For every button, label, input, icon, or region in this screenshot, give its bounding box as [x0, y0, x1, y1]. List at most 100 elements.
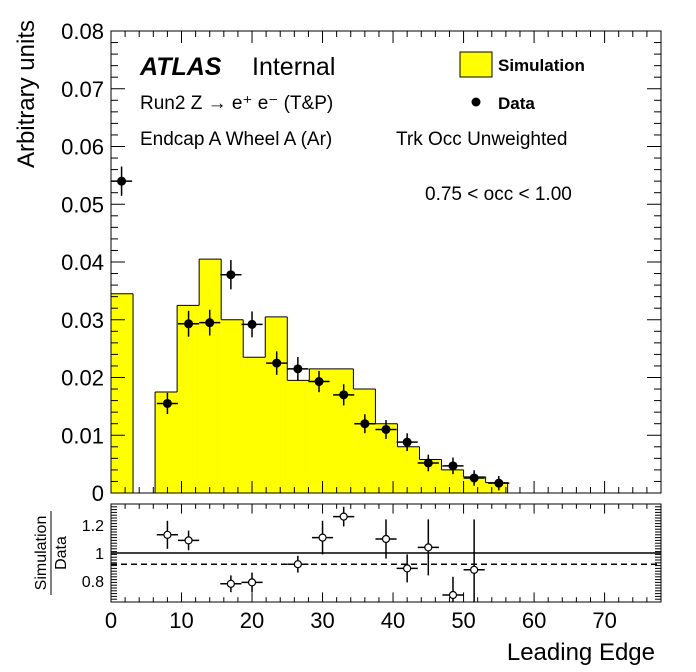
ratio-points: [156, 506, 485, 602]
simulation-bar: [309, 368, 332, 493]
ratio-point-marker: [470, 565, 479, 574]
legend-simulation-label: Simulation: [498, 56, 585, 75]
ratio-point-marker: [293, 560, 302, 569]
simulation-histogram: [110, 258, 509, 493]
atlas-sublabel: Internal: [252, 53, 335, 81]
ratio-point: [287, 555, 309, 573]
data-point: [266, 351, 288, 375]
ratio-point: [442, 576, 464, 602]
main-y-tick-label: 0.05: [61, 192, 104, 217]
simulation-bar: [199, 259, 222, 493]
ratio-point-marker: [163, 530, 172, 539]
ratio-y-axis-label: Simulation Data: [33, 511, 70, 595]
data-point: [241, 311, 263, 338]
x-tick-label: 30: [310, 608, 334, 633]
ratio-y-tick-labels: 0.8 1 1.2: [82, 518, 104, 591]
data-point: [287, 357, 309, 381]
simulation-bar: [375, 423, 398, 493]
data-point-marker: [184, 319, 194, 329]
ratio-point-marker: [318, 533, 327, 542]
data-point-marker: [339, 390, 349, 400]
legend-data-label: Data: [498, 94, 535, 113]
ratio-y-tick-label: 1: [95, 546, 104, 563]
data-point-marker: [494, 478, 504, 488]
simulation-bar: [419, 459, 442, 493]
ratio-y-tick-label: 0.8: [82, 574, 104, 591]
data-point: [463, 470, 485, 486]
data-point-marker: [226, 270, 236, 280]
ratio-point-marker: [448, 590, 458, 600]
main-y-tick-label: 0.06: [61, 135, 104, 160]
simulation-bar: [331, 368, 354, 493]
ratio-point: [333, 506, 355, 527]
data-point: [308, 370, 330, 393]
data-point-marker: [448, 461, 458, 471]
ratio-point: [220, 575, 242, 593]
data-point: [375, 420, 397, 439]
data-point: [488, 476, 510, 491]
main-y-tick-label: 0.07: [61, 77, 104, 102]
data-point-marker: [381, 424, 391, 434]
main-y-tick-labels: 0 0.01 0.02 0.03 0.04 0.05 0.06 0.07 0.08: [61, 19, 104, 506]
ratio-y-label-denominator: Data: [53, 536, 70, 570]
simulation-bar: [397, 446, 420, 493]
data-point: [396, 433, 418, 452]
x-tick-label: 20: [240, 608, 264, 633]
x-tick-label: 0: [105, 608, 117, 633]
main-panel: 0 0.01 0.02 0.03 0.04 0.05 0.06 0.07 0.08 Arbitr…: [13, 19, 662, 506]
ratio-point: [156, 520, 178, 549]
main-y-tick-label: 0.01: [61, 423, 104, 448]
data-point-marker: [314, 377, 324, 387]
x-axis-label: Leading Edge: [507, 639, 655, 666]
simulation-bar: [111, 293, 134, 493]
simulation-bar: [155, 391, 178, 493]
ratio-point-marker: [184, 536, 193, 545]
data-point: [442, 457, 464, 475]
ratio-point: [396, 554, 418, 583]
ratio-point: [177, 530, 200, 551]
annotation-weighting: Trk Occ Unweighted: [396, 129, 567, 150]
ratio-y-label-numerator: Simulation: [33, 516, 50, 591]
data-point: [177, 310, 200, 337]
x-tick-label: 70: [592, 608, 616, 633]
ratio-axis-ticks: [110, 503, 662, 603]
ratio-point-marker: [339, 512, 348, 521]
main-y-tick-label: 0.02: [61, 366, 104, 391]
data-point-marker: [272, 358, 282, 368]
annotation-occupancy-range: 0.75 < occ < 1.00: [425, 184, 572, 205]
ratio-point-marker: [247, 578, 257, 587]
data-point: [333, 384, 355, 406]
data-point-marker: [423, 458, 433, 468]
data-point-marker: [360, 419, 370, 429]
x-tick-label: 60: [522, 608, 546, 633]
data-point-marker: [402, 437, 412, 447]
atlas-label: ATLAS: [139, 53, 222, 81]
ratio-point-marker: [403, 564, 412, 573]
simulation-bar: [441, 469, 464, 493]
data-point-marker: [162, 398, 172, 408]
main-axis-ticks: [110, 30, 662, 494]
data-point-marker: [117, 176, 127, 186]
data-point: [354, 414, 376, 434]
annotation-run: Run2 Z → e⁺ e⁻ (T&P): [140, 93, 333, 114]
ratio-point: [375, 519, 397, 559]
simulation-bar: [177, 305, 200, 493]
simulation-bar: [221, 319, 244, 493]
ratio-point: [417, 519, 439, 576]
x-tick-labels: 0 10 20 30 40 50 60 70: [105, 608, 617, 633]
data-point-marker: [247, 319, 257, 329]
legend-data-marker: [471, 97, 481, 107]
x-tick-label: 10: [169, 608, 193, 633]
data-point-marker: [469, 473, 479, 483]
data-point: [199, 309, 221, 336]
data-point-marker: [205, 318, 215, 328]
data-points: [111, 166, 510, 491]
simulation-bar: [353, 389, 376, 493]
simulation-bar: [287, 380, 310, 493]
ratio-point-marker: [226, 579, 235, 588]
data-point: [417, 454, 439, 472]
data-point: [156, 392, 178, 415]
ratio-plot-frame: [110, 503, 662, 603]
main-y-axis-label: Arbitrary units: [13, 20, 40, 168]
